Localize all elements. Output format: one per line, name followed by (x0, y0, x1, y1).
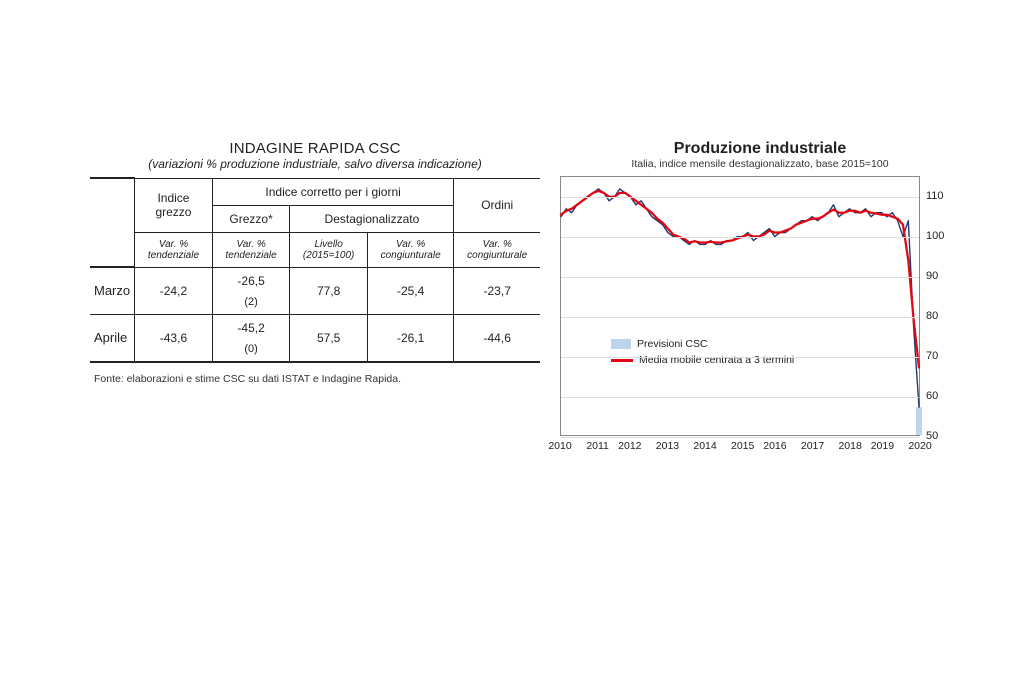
xtick-label: 2020 (908, 440, 931, 452)
xtick-label: 2011 (586, 440, 609, 452)
ytick-label: 60 (926, 390, 938, 402)
chart-plot-area: Previsioni CSC Media mobile centrata a 3… (560, 176, 920, 436)
col-grezzo-star: Grezzo* (212, 205, 290, 232)
row-label: Aprile (90, 314, 135, 362)
xtick-label: 2015 (731, 440, 754, 452)
data-table: Indice grezzo Indice corretto per i gior… (90, 177, 540, 363)
ytick-label: 100 (926, 230, 944, 242)
data-table-block: INDAGINE RAPIDA CSC (variazioni % produz… (90, 140, 540, 476)
ytick-label: 90 (926, 270, 938, 282)
cell-dc: -26,1 (367, 314, 454, 362)
xtick-label: 2018 (838, 440, 861, 452)
unit-var-cong-1: Var. % congiunturale (367, 232, 454, 267)
cell-dc: -25,4 (367, 267, 454, 314)
xtick-label: 2012 (618, 440, 641, 452)
cell-ig: -43,6 (135, 314, 213, 362)
table-row: Marzo-24,2-26,5(2)77,8-25,4-23,7 (90, 267, 540, 314)
cell-ig: -24,2 (135, 267, 213, 314)
cell-or: -23,7 (454, 267, 540, 314)
chart-subtitle: Italia, indice mensile destagionalizzato… (560, 158, 960, 170)
unit-var-tend-1: Var. % tendenziale (135, 232, 213, 267)
legend-swatch-forecast (611, 339, 631, 349)
chart-block: Produzione industriale Italia, indice me… (560, 140, 960, 476)
cell-gr: -26,5(2) (212, 267, 290, 314)
xtick-label: 2017 (801, 440, 824, 452)
xtick-label: 2013 (656, 440, 679, 452)
unit-livello: Livello (2015=100) (290, 232, 367, 267)
col-ordini: Ordini (454, 178, 540, 232)
legend-label-forecast: Previsioni CSC (637, 338, 708, 350)
xtick-label: 2014 (693, 440, 716, 452)
row-label: Marzo (90, 267, 135, 314)
xtick-label: 2016 (763, 440, 786, 452)
legend-swatch-media (611, 359, 633, 362)
col-indice-grezzo: Indice grezzo (135, 178, 213, 232)
table-subtitle: (variazioni % produzione industriale, sa… (90, 157, 540, 171)
ytick-label: 80 (926, 310, 938, 322)
chart-y-axis: 5060708090100110 (922, 176, 957, 436)
cell-or: -44,6 (454, 314, 540, 362)
table-row: Aprile-43,6-45,2(0)57,5-26,1-44,6 (90, 314, 540, 362)
xtick-label: 2019 (871, 440, 894, 452)
xtick-label: 2010 (548, 440, 571, 452)
chart-x-axis: 2010201120122013201420152016201720182019… (560, 438, 920, 458)
unit-var-cong-2: Var. % congiunturale (454, 232, 540, 267)
cell-gr: -45,2(0) (212, 314, 290, 362)
ytick-label: 110 (926, 190, 944, 202)
chart-legend: Previsioni CSC Media mobile centrata a 3… (611, 332, 794, 372)
table-footnote: Fonte: elaborazioni e stime CSC su dati … (94, 373, 540, 385)
cell-lv: 77,8 (290, 267, 367, 314)
col-indice-corretto: Indice corretto per i giorni (212, 178, 454, 205)
table-title: INDAGINE RAPIDA CSC (90, 140, 540, 157)
legend-label-media: Media mobile centrata a 3 termini (639, 354, 794, 366)
chart-title: Produzione industriale (560, 140, 960, 158)
unit-var-tend-2: Var. % tendenziale (212, 232, 290, 267)
col-destag: Destagionalizzato (290, 205, 454, 232)
cell-lv: 57,5 (290, 314, 367, 362)
ytick-label: 70 (926, 350, 938, 362)
